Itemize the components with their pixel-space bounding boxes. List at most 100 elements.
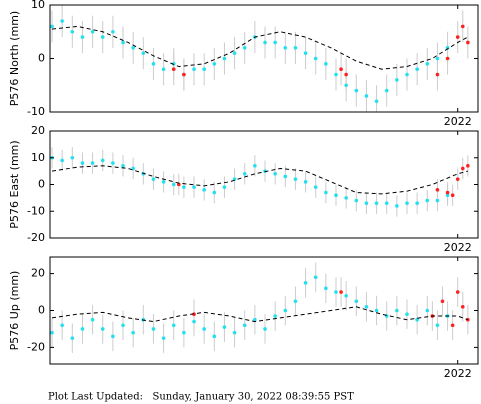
point: [151, 177, 156, 181]
model-line: [51, 165, 468, 195]
point: [324, 286, 328, 291]
point: [354, 198, 359, 203]
point: [374, 308, 379, 313]
point: [303, 180, 308, 184]
point: [344, 83, 348, 88]
point: [415, 317, 419, 322]
y-tick-label: 0: [38, 52, 45, 65]
plot-frame: [49, 256, 479, 365]
point: [273, 40, 277, 45]
point: [313, 275, 318, 280]
point: [364, 305, 369, 309]
point: [80, 35, 85, 39]
point: [182, 72, 186, 77]
point: [364, 201, 369, 206]
point: [121, 323, 125, 328]
point: [384, 88, 389, 93]
point: [334, 290, 338, 294]
point: [263, 169, 267, 173]
point: [435, 188, 440, 192]
point: [222, 185, 227, 189]
plot-area: [50, 262, 470, 353]
point: [303, 281, 308, 285]
point: [466, 40, 470, 45]
point: [435, 72, 440, 77]
plot-frame: [49, 4, 479, 113]
point: [440, 299, 445, 304]
point: [192, 67, 196, 71]
point: [263, 40, 267, 45]
point: [121, 163, 125, 168]
point: [50, 330, 54, 335]
point: [283, 46, 288, 50]
point: [141, 51, 146, 55]
point: [354, 299, 359, 304]
x-tick-label: 2022: [444, 115, 472, 128]
point: [324, 62, 328, 66]
point: [293, 177, 298, 181]
point: [415, 201, 419, 206]
point: [100, 327, 105, 331]
point: [405, 72, 409, 77]
x-tick-label: 2022: [444, 367, 472, 380]
point: [192, 185, 196, 189]
point: [455, 177, 460, 181]
point: [354, 88, 359, 93]
point: [283, 308, 288, 313]
point: [171, 67, 176, 71]
point: [212, 334, 217, 339]
point: [415, 67, 419, 71]
point: [100, 158, 105, 163]
point: [253, 317, 257, 322]
point: [70, 29, 75, 34]
point: [339, 290, 343, 294]
point: [151, 327, 156, 331]
point: [263, 327, 267, 331]
point: [90, 29, 95, 34]
point: [460, 24, 465, 29]
point: [445, 56, 450, 61]
y-tick-label: -10: [27, 204, 45, 217]
point: [313, 185, 318, 189]
point: [60, 158, 64, 163]
point: [293, 46, 298, 50]
point: [212, 190, 217, 195]
point: [293, 299, 298, 304]
point: [450, 323, 455, 328]
point: [161, 67, 166, 71]
point: [273, 172, 277, 176]
point: [466, 317, 470, 322]
y-tick-label: -20: [27, 231, 45, 244]
point: [100, 35, 105, 39]
y-axis-label: P576 East (mm): [8, 140, 21, 228]
point: [50, 24, 54, 29]
point: [80, 327, 85, 331]
point: [324, 190, 328, 195]
point: [445, 193, 450, 197]
point: [111, 334, 115, 339]
point: [460, 166, 465, 171]
point: [90, 317, 95, 322]
point: [202, 67, 206, 71]
point: [395, 204, 399, 208]
point: [202, 188, 206, 192]
point: [70, 336, 75, 340]
point: [121, 40, 125, 45]
point: [70, 155, 75, 160]
point: [182, 185, 186, 189]
point: [90, 161, 95, 165]
point: [80, 161, 85, 165]
footer: Plot Last Updated: Sunday, January 30, 2…: [48, 392, 354, 403]
point: [334, 193, 338, 197]
point: [455, 35, 460, 39]
y-tick-label: 0: [38, 304, 45, 317]
point: [131, 330, 135, 335]
point: [232, 330, 237, 335]
point: [405, 201, 409, 206]
model-line: [51, 25, 469, 70]
point: [384, 201, 389, 206]
point: [242, 172, 247, 176]
point: [131, 46, 135, 50]
y-tick-label: -10: [27, 105, 45, 118]
